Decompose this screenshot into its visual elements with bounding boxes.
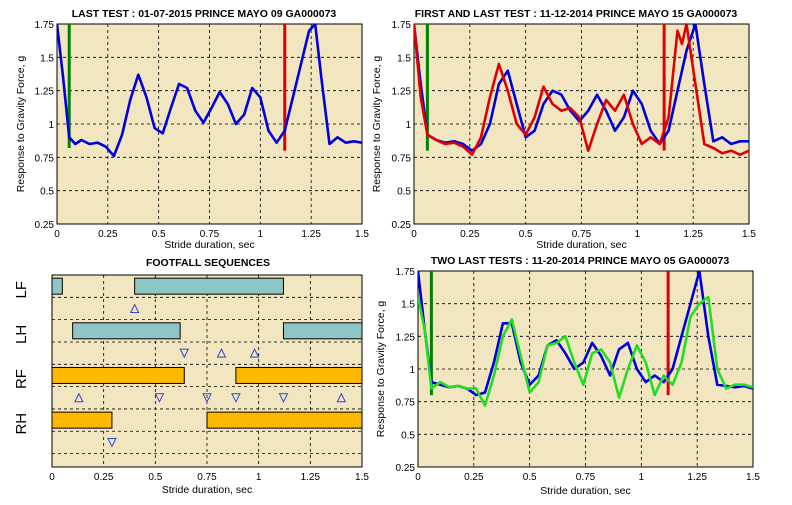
series-line-0 xyxy=(57,24,362,158)
x-tick-label: 1 xyxy=(256,472,262,483)
chart-title: TWO LAST TESTS : 11-20-2014 PRINCE MAYO … xyxy=(431,255,730,267)
y-tick-label: 1.25 xyxy=(396,332,416,343)
x-tick-label: 0.75 xyxy=(197,472,217,483)
footfall-bar-rf xyxy=(51,366,185,384)
y-tick-label: 0.75 xyxy=(35,153,55,164)
x-tick-label: 0.25 xyxy=(98,229,118,240)
chart-panel-0: 0 0.25 0.5 0.75 1 1.25 1.50.250.50.7511.251.51… xyxy=(15,8,369,251)
x-tick-label: 1 xyxy=(639,472,645,483)
event-marker-down xyxy=(154,393,165,403)
y-tick-label: 1.75 xyxy=(35,20,55,31)
y-tick-label: 1 xyxy=(409,365,415,376)
y-tick-label: 0.5 xyxy=(40,187,54,198)
series-line-0 xyxy=(418,271,753,397)
footfall-bar-rh xyxy=(51,411,113,429)
y-axis-label: Response to Gravity Force, g xyxy=(371,56,383,193)
event-marker-up xyxy=(336,392,347,403)
event-marker-down xyxy=(107,437,117,448)
lane-label-lf: LF xyxy=(13,281,30,299)
y-axis-label: Response to Gravity Force, g xyxy=(375,301,387,438)
event-marker-up xyxy=(74,392,84,403)
x-tick-label: 1.5 xyxy=(742,229,756,240)
y-axis-label: Response to Gravity Force, g xyxy=(15,56,27,193)
series-line-1 xyxy=(414,24,749,156)
y-tick-label: 1.5 xyxy=(401,300,415,311)
x-tick-label: 0.75 xyxy=(572,229,592,240)
y-tick-label: 1.75 xyxy=(396,267,416,278)
event-marker-down xyxy=(202,393,212,403)
x-axis-label: Stride duration, sec xyxy=(162,484,252,496)
footfall-bar-lf xyxy=(51,277,63,295)
y-tick-label: 1.5 xyxy=(40,53,54,64)
event-marker-up xyxy=(249,348,260,358)
lane-label-lh: LH xyxy=(13,325,30,344)
y-tick-label: 1.25 xyxy=(35,87,55,98)
x-axis-label: Stride duration, sec xyxy=(536,239,626,251)
y-tick-label: 0.75 xyxy=(396,398,416,409)
event-marker-down xyxy=(278,393,289,403)
x-axis-label: Stride duration, sec xyxy=(164,239,254,251)
x-tick-label: 0 xyxy=(49,472,55,483)
x-tick-label: 1.5 xyxy=(355,472,369,483)
y-tick-label: 0.25 xyxy=(35,220,55,231)
footfall-bar-rh xyxy=(206,411,363,429)
x-tick-label: 1.25 xyxy=(301,472,321,483)
x-tick-label: 1.5 xyxy=(746,472,760,483)
x-tick-label: 0.75 xyxy=(576,472,596,483)
y-tick-label: 1 xyxy=(48,120,54,131)
x-tick-label: 0.25 xyxy=(460,229,480,240)
x-tick-label: 0 xyxy=(411,229,417,240)
y-tick-label: 1.75 xyxy=(392,20,412,31)
x-tick-label: 0.75 xyxy=(200,229,220,240)
series-line-1 xyxy=(418,295,753,407)
x-axis-label: Stride duration, sec xyxy=(540,485,630,497)
x-tick-label: 0.5 xyxy=(148,472,162,483)
x-tick-label: 0 xyxy=(54,229,60,240)
lane-label-rf: RF xyxy=(13,369,30,389)
y-tick-label: 1.25 xyxy=(392,87,412,98)
chart-title: FIRST AND LAST TEST : 11-12-2014 PRINCE … xyxy=(415,8,738,20)
footfall-bar-lh xyxy=(282,322,363,340)
footfall-bar-rf xyxy=(235,366,363,384)
chart-title: FOOTFALL SEQUENCES xyxy=(146,257,270,269)
lane-label-rh: RH xyxy=(13,413,30,435)
y-tick-label: 0.5 xyxy=(401,430,415,441)
x-tick-label: 0.25 xyxy=(94,472,114,483)
x-tick-label: 1.25 xyxy=(683,229,703,240)
y-tick-label: 1 xyxy=(405,120,411,131)
x-tick-label: 1.5 xyxy=(355,229,369,240)
event-marker-down xyxy=(231,393,241,403)
x-tick-label: 1 xyxy=(258,229,264,240)
footfall-panel: LF LH RF RH 0 0.25 0.5 0.75 1 1.25 1.5 FOOTFALL SEQ… xyxy=(13,257,369,496)
y-tick-label: 0.25 xyxy=(396,463,416,474)
event-marker-up xyxy=(129,303,140,313)
x-tick-label: 0.5 xyxy=(523,472,537,483)
x-tick-label: 1.25 xyxy=(687,472,707,483)
y-tick-label: 1.5 xyxy=(397,53,411,64)
chart-panel-1: 0 0.25 0.5 0.75 1 1.25 1.50.250.50.7511.251.51… xyxy=(371,8,756,251)
event-marker-up xyxy=(216,348,227,358)
chart-title: LAST TEST : 01-07-2015 PRINCE MAYO 09 GA… xyxy=(72,8,337,20)
event-marker-down xyxy=(179,348,190,359)
x-tick-label: 0 xyxy=(415,472,421,483)
y-tick-label: 0.25 xyxy=(392,220,412,231)
chart-panel-3: 0 0.25 0.5 0.75 1 1.25 1.50.250.50.7511.251.51… xyxy=(375,255,760,497)
x-tick-label: 1 xyxy=(635,229,641,240)
y-tick-label: 0.75 xyxy=(392,153,412,164)
x-tick-label: 0.5 xyxy=(152,229,166,240)
footfall-bar-lh xyxy=(72,322,181,340)
y-tick-label: 0.5 xyxy=(397,187,411,198)
footfall-bar-lf xyxy=(134,277,284,295)
x-tick-label: 1.25 xyxy=(301,229,321,240)
x-tick-label: 0.5 xyxy=(519,229,533,240)
x-tick-label: 0.25 xyxy=(464,472,484,483)
